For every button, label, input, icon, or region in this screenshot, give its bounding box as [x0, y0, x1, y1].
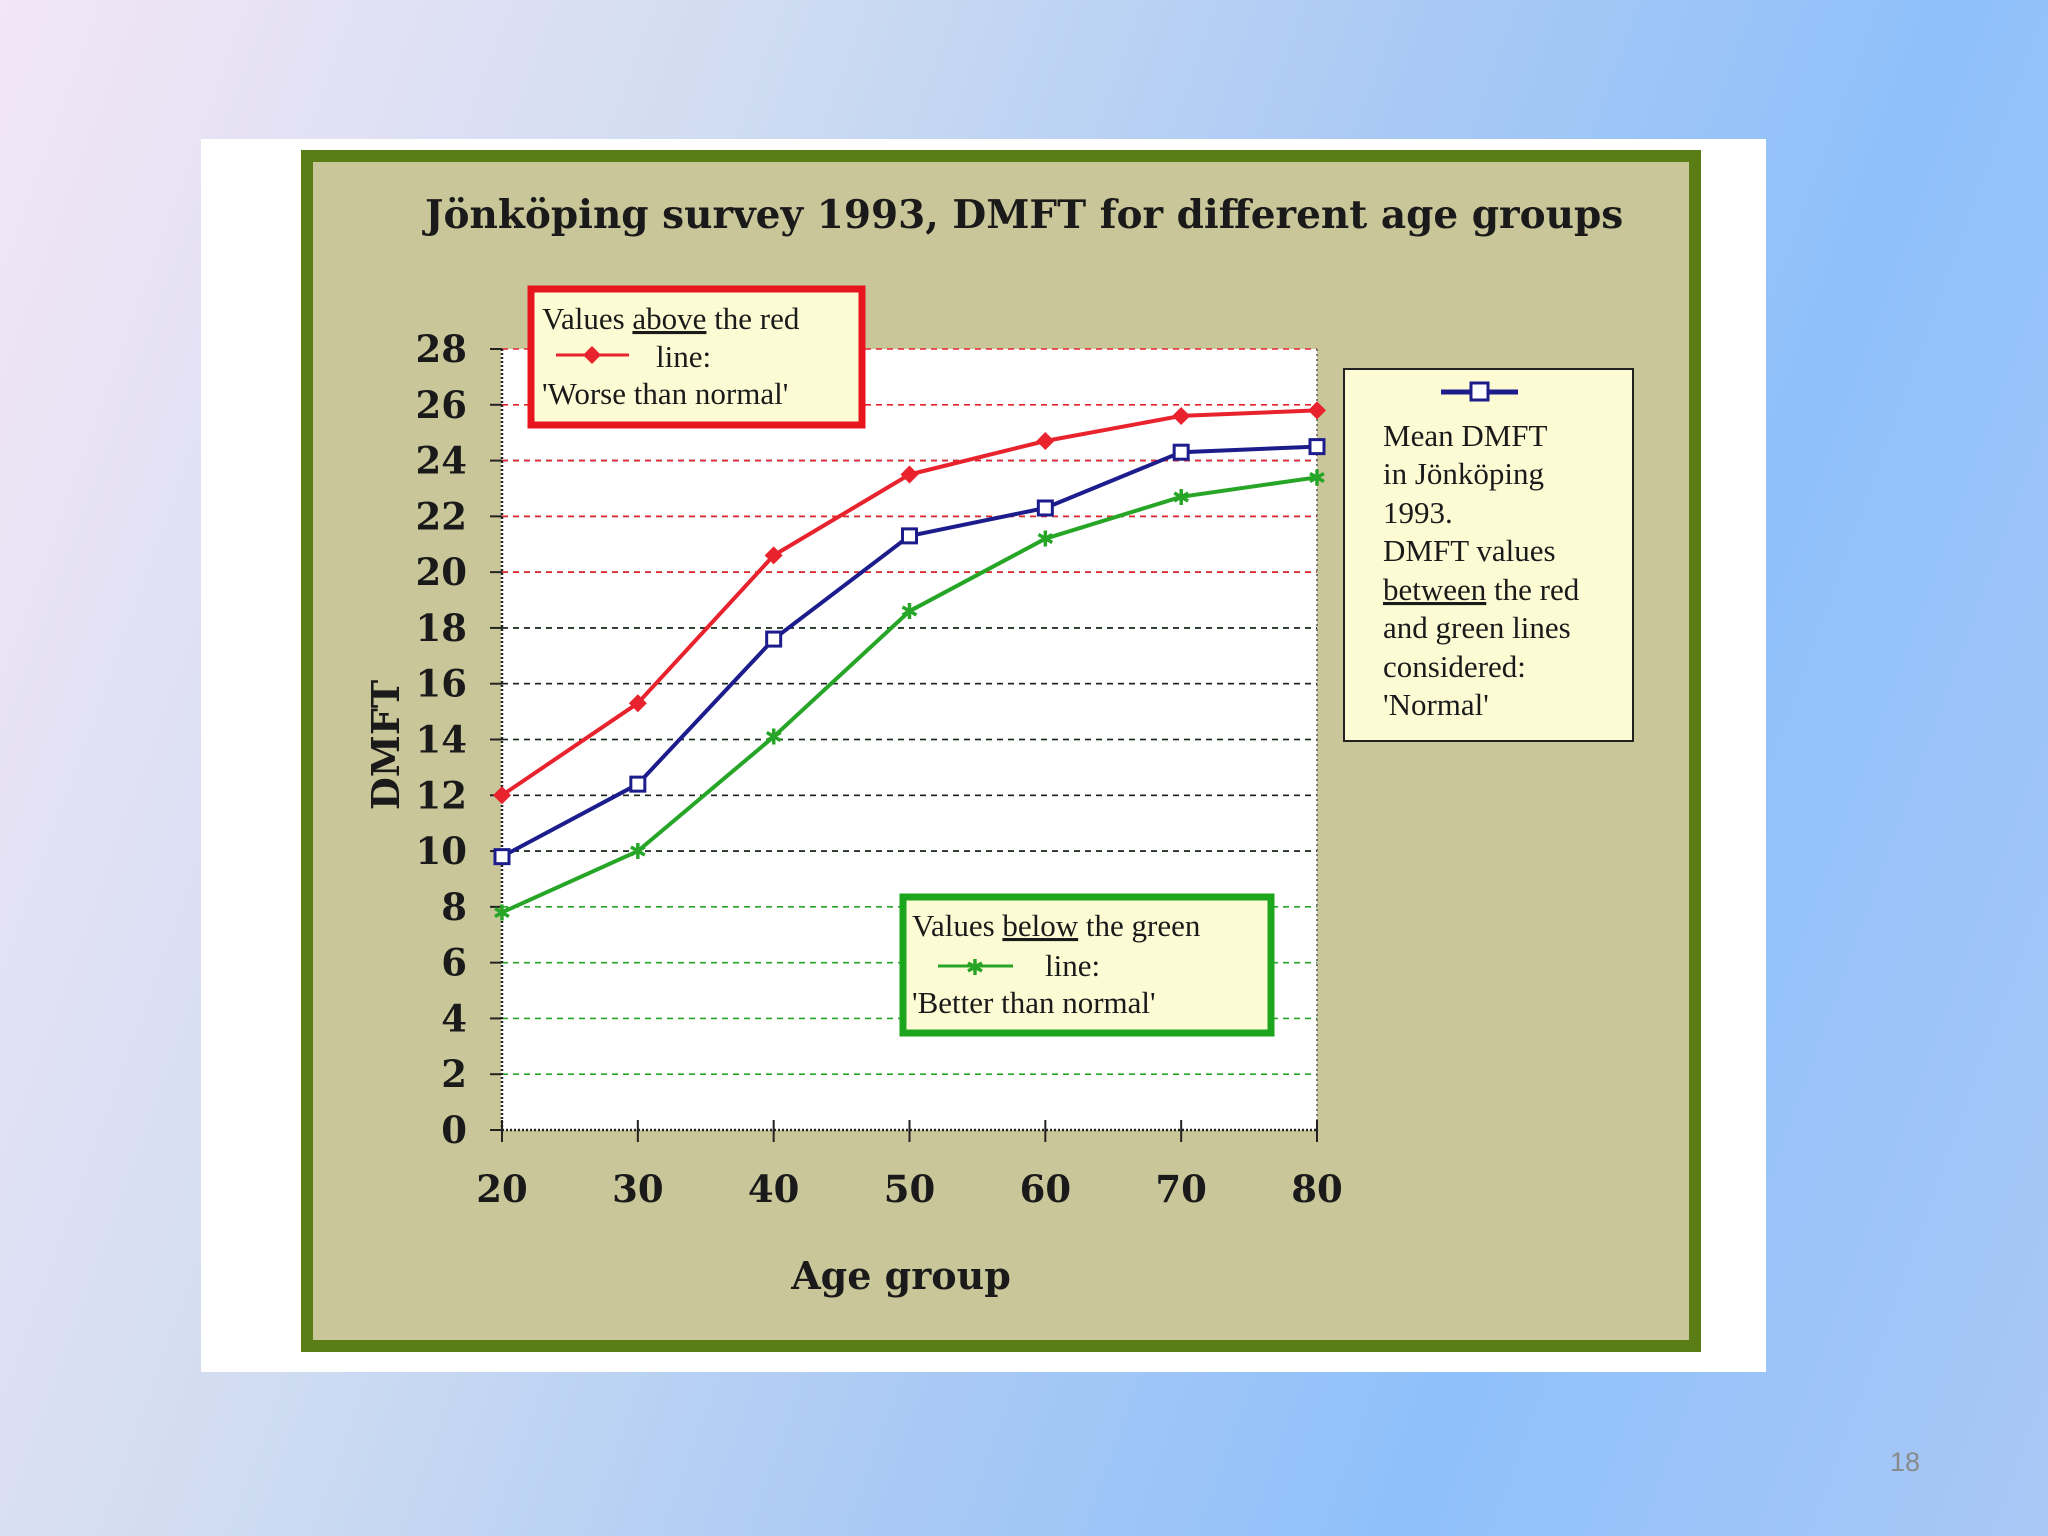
worse-than-normal-point — [628, 694, 647, 713]
x-tick-label: 60 — [1020, 1167, 1071, 1211]
y-tick-label: 6 — [441, 941, 467, 985]
y-tick-label: 18 — [416, 606, 468, 650]
worse-than-normal-point — [1308, 401, 1326, 420]
chart-image: Jönköping survey 1993, DMFT for differen… — [201, 139, 1766, 1372]
mean-dmft-note: Mean DMFT in Jönköping 1993. DMFT values… — [1343, 368, 1634, 742]
better-than-normal-point: ✱ — [764, 726, 782, 751]
mean-note-text: Mean DMFT in Jönköping 1993. DMFT values… — [1383, 418, 1580, 722]
worse-than-normal-point — [764, 546, 783, 565]
mean-dmft-point — [1172, 443, 1190, 461]
mean-note-line: considered: — [1383, 649, 1526, 684]
better-than-normal-point: ✱ — [1172, 486, 1190, 511]
y-tick-label: 28 — [416, 327, 468, 371]
y-axis-label: DMFT — [363, 680, 408, 810]
x-tick-label: 30 — [612, 1167, 664, 1211]
mean-dmft-point — [901, 527, 918, 545]
better-note-line1: Values below the green — [912, 908, 1201, 943]
y-tick-label: 4 — [441, 996, 467, 1040]
better-than-normal-series-line — [501, 475, 1318, 915]
better-than-normal-point: ✱ — [900, 600, 918, 625]
mean-note-box — [1343, 368, 1634, 742]
worse-legend-diamond-icon — [583, 346, 601, 364]
y-tick-label: 0 — [441, 1108, 467, 1152]
mean-dmft-point — [629, 775, 647, 793]
mean-dmft-point — [493, 848, 511, 866]
y-tick-label: 12 — [416, 773, 468, 817]
worse-note-line1: Values above the red — [542, 301, 800, 336]
mean-note-line: DMFT values — [1383, 533, 1556, 568]
x-tick-label: 50 — [884, 1167, 936, 1211]
worse-than-normal-note: Values above the red line: 'Worse than n… — [527, 285, 866, 429]
mean-legend-square-icon — [1469, 381, 1490, 402]
y-tick-label: 2 — [441, 1052, 467, 1096]
mean-note-line: Mean DMFT — [1383, 418, 1548, 453]
worse-than-normal-point — [1172, 406, 1191, 425]
x-tick-label: 70 — [1155, 1167, 1207, 1211]
better-than-normal-note: Values below the green ✱ line: 'Better t… — [899, 893, 1275, 1037]
mean-dmft-point — [1308, 438, 1326, 456]
chart-canvas: Jönköping survey 1993, DMFT for differen… — [301, 150, 1701, 1352]
better-legend-star-icon: ✱ — [966, 956, 984, 981]
y-tick-label: 22 — [416, 494, 468, 538]
better-than-normal-point: ✱ — [493, 901, 511, 926]
slide-number: 18 — [1890, 1447, 1921, 1477]
mean-dmft-point — [1036, 499, 1054, 517]
mean-note-line: in Jönköping — [1383, 456, 1544, 491]
y-tick-label: 14 — [416, 718, 468, 762]
mean-note-line: between the red — [1383, 572, 1580, 607]
y-tick-label: 16 — [416, 662, 468, 706]
better-note-line2: line: — [1045, 948, 1100, 983]
y-tick-label: 20 — [416, 550, 468, 594]
y-tick-label: 10 — [416, 829, 468, 873]
x-axis-label: Age group — [790, 1253, 1011, 1298]
x-tick-label: 40 — [748, 1167, 800, 1211]
worse-than-normal-point — [900, 465, 919, 484]
worse-than-normal-point — [493, 786, 511, 805]
series-markers: ✱ ✱ ✱ ✱ ✱ ✱ ✱ — [493, 401, 1326, 926]
y-tick-label: 8 — [441, 885, 467, 929]
worse-note-line3: 'Worse than normal' — [542, 376, 788, 411]
better-than-normal-point: ✱ — [1036, 528, 1054, 553]
y-tick-label: 24 — [416, 439, 468, 483]
mean-dmft-point — [765, 630, 783, 648]
mean-note-line: 1993. — [1383, 495, 1453, 530]
better-than-normal-point: ✱ — [1308, 466, 1326, 491]
x-tick-label: 80 — [1291, 1167, 1343, 1211]
worse-note-line2: line: — [656, 339, 711, 374]
mean-note-line: and green lines — [1383, 610, 1571, 645]
x-tick-label: 20 — [476, 1167, 528, 1211]
better-note-line3: 'Better than normal' — [912, 985, 1156, 1020]
y-tick-label: 26 — [416, 383, 468, 427]
mean-note-line: 'Normal' — [1383, 687, 1489, 722]
chart-title: Jönköping survey 1993, DMFT for differen… — [422, 192, 1623, 238]
worse-than-normal-point — [1036, 432, 1055, 451]
better-than-normal-point: ✱ — [629, 840, 647, 865]
